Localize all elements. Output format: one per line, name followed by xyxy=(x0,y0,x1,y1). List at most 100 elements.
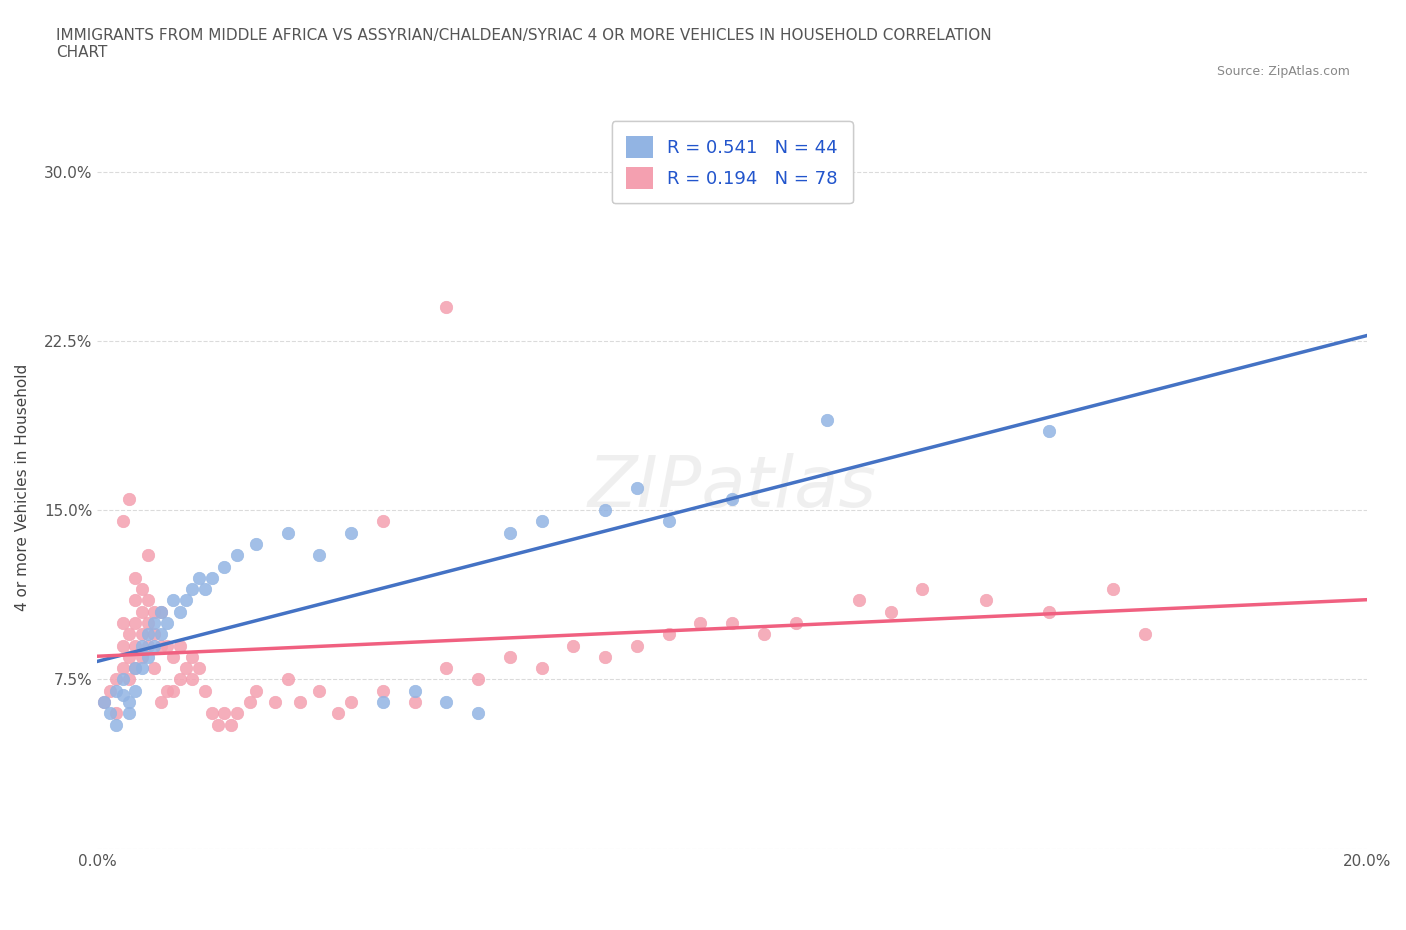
Point xyxy=(105,706,128,721)
Point xyxy=(593,649,616,664)
Point xyxy=(848,593,870,608)
Point xyxy=(105,717,128,732)
Point xyxy=(371,684,394,698)
Point xyxy=(149,627,172,642)
Point xyxy=(212,706,235,721)
Point xyxy=(434,660,457,675)
Point xyxy=(277,672,299,687)
Point xyxy=(149,604,172,619)
Point xyxy=(143,627,166,642)
Point xyxy=(239,695,262,710)
Point xyxy=(143,616,166,631)
Point xyxy=(181,649,204,664)
Point xyxy=(111,672,134,687)
Point xyxy=(815,413,838,428)
Point xyxy=(721,616,744,631)
Point xyxy=(131,660,153,675)
Point xyxy=(149,604,172,619)
Point xyxy=(136,627,159,642)
Point xyxy=(111,660,134,675)
Point xyxy=(174,593,197,608)
Point xyxy=(562,638,585,653)
Point xyxy=(136,548,159,563)
Point xyxy=(98,706,121,721)
Point xyxy=(1038,424,1060,439)
Point xyxy=(111,616,134,631)
Point xyxy=(593,503,616,518)
Point xyxy=(162,593,184,608)
Point xyxy=(264,695,287,710)
Point xyxy=(149,695,172,710)
Point xyxy=(277,525,299,540)
Point xyxy=(124,684,146,698)
Point xyxy=(169,604,191,619)
Point xyxy=(245,537,267,551)
Point xyxy=(880,604,903,619)
Point xyxy=(200,570,222,585)
Point xyxy=(143,638,166,653)
Point xyxy=(434,299,457,314)
Point xyxy=(111,688,134,703)
Point xyxy=(124,660,146,675)
Point xyxy=(118,491,141,506)
Point xyxy=(974,593,997,608)
Point xyxy=(149,638,172,653)
Point xyxy=(156,616,179,631)
Point xyxy=(136,649,159,664)
Point xyxy=(93,695,115,710)
Point xyxy=(340,525,363,540)
Point xyxy=(308,548,330,563)
Point xyxy=(245,684,267,698)
Point xyxy=(105,684,128,698)
Point xyxy=(207,717,229,732)
Point xyxy=(371,514,394,529)
Point xyxy=(124,593,146,608)
Point xyxy=(1133,627,1156,642)
Point xyxy=(467,672,489,687)
Point xyxy=(212,559,235,574)
Point xyxy=(658,514,681,529)
Point xyxy=(136,616,159,631)
Point xyxy=(1038,604,1060,619)
Point xyxy=(143,660,166,675)
Point xyxy=(225,548,247,563)
Point xyxy=(111,514,134,529)
Point xyxy=(136,593,159,608)
Point xyxy=(626,480,648,495)
Point xyxy=(187,660,209,675)
Point xyxy=(143,604,166,619)
Point xyxy=(290,695,312,710)
Legend: R = 0.541   N = 44, R = 0.194   N = 78: R = 0.541 N = 44, R = 0.194 N = 78 xyxy=(612,121,852,203)
Point xyxy=(200,706,222,721)
Point xyxy=(131,582,153,597)
Point xyxy=(689,616,711,631)
Point xyxy=(131,649,153,664)
Point xyxy=(118,627,141,642)
Point xyxy=(111,638,134,653)
Text: Source: ZipAtlas.com: Source: ZipAtlas.com xyxy=(1216,65,1350,78)
Text: IMMIGRANTS FROM MIDDLE AFRICA VS ASSYRIAN/CHALDEAN/SYRIAC 4 OR MORE VEHICLES IN : IMMIGRANTS FROM MIDDLE AFRICA VS ASSYRIA… xyxy=(56,28,991,60)
Point xyxy=(131,638,153,653)
Point xyxy=(530,514,553,529)
Y-axis label: 4 or more Vehicles in Household: 4 or more Vehicles in Household xyxy=(15,364,30,611)
Point xyxy=(658,627,681,642)
Point xyxy=(404,684,426,698)
Point xyxy=(118,649,141,664)
Point xyxy=(162,649,184,664)
Point xyxy=(169,672,191,687)
Text: ZIPatlas: ZIPatlas xyxy=(588,453,876,522)
Point xyxy=(118,695,141,710)
Point xyxy=(118,706,141,721)
Point xyxy=(626,638,648,653)
Point xyxy=(194,684,217,698)
Point xyxy=(752,627,775,642)
Point xyxy=(187,570,209,585)
Point xyxy=(434,695,457,710)
Point xyxy=(785,616,807,631)
Point xyxy=(98,684,121,698)
Point xyxy=(1102,582,1125,597)
Point xyxy=(169,638,191,653)
Point xyxy=(328,706,350,721)
Point xyxy=(131,627,153,642)
Point xyxy=(131,604,153,619)
